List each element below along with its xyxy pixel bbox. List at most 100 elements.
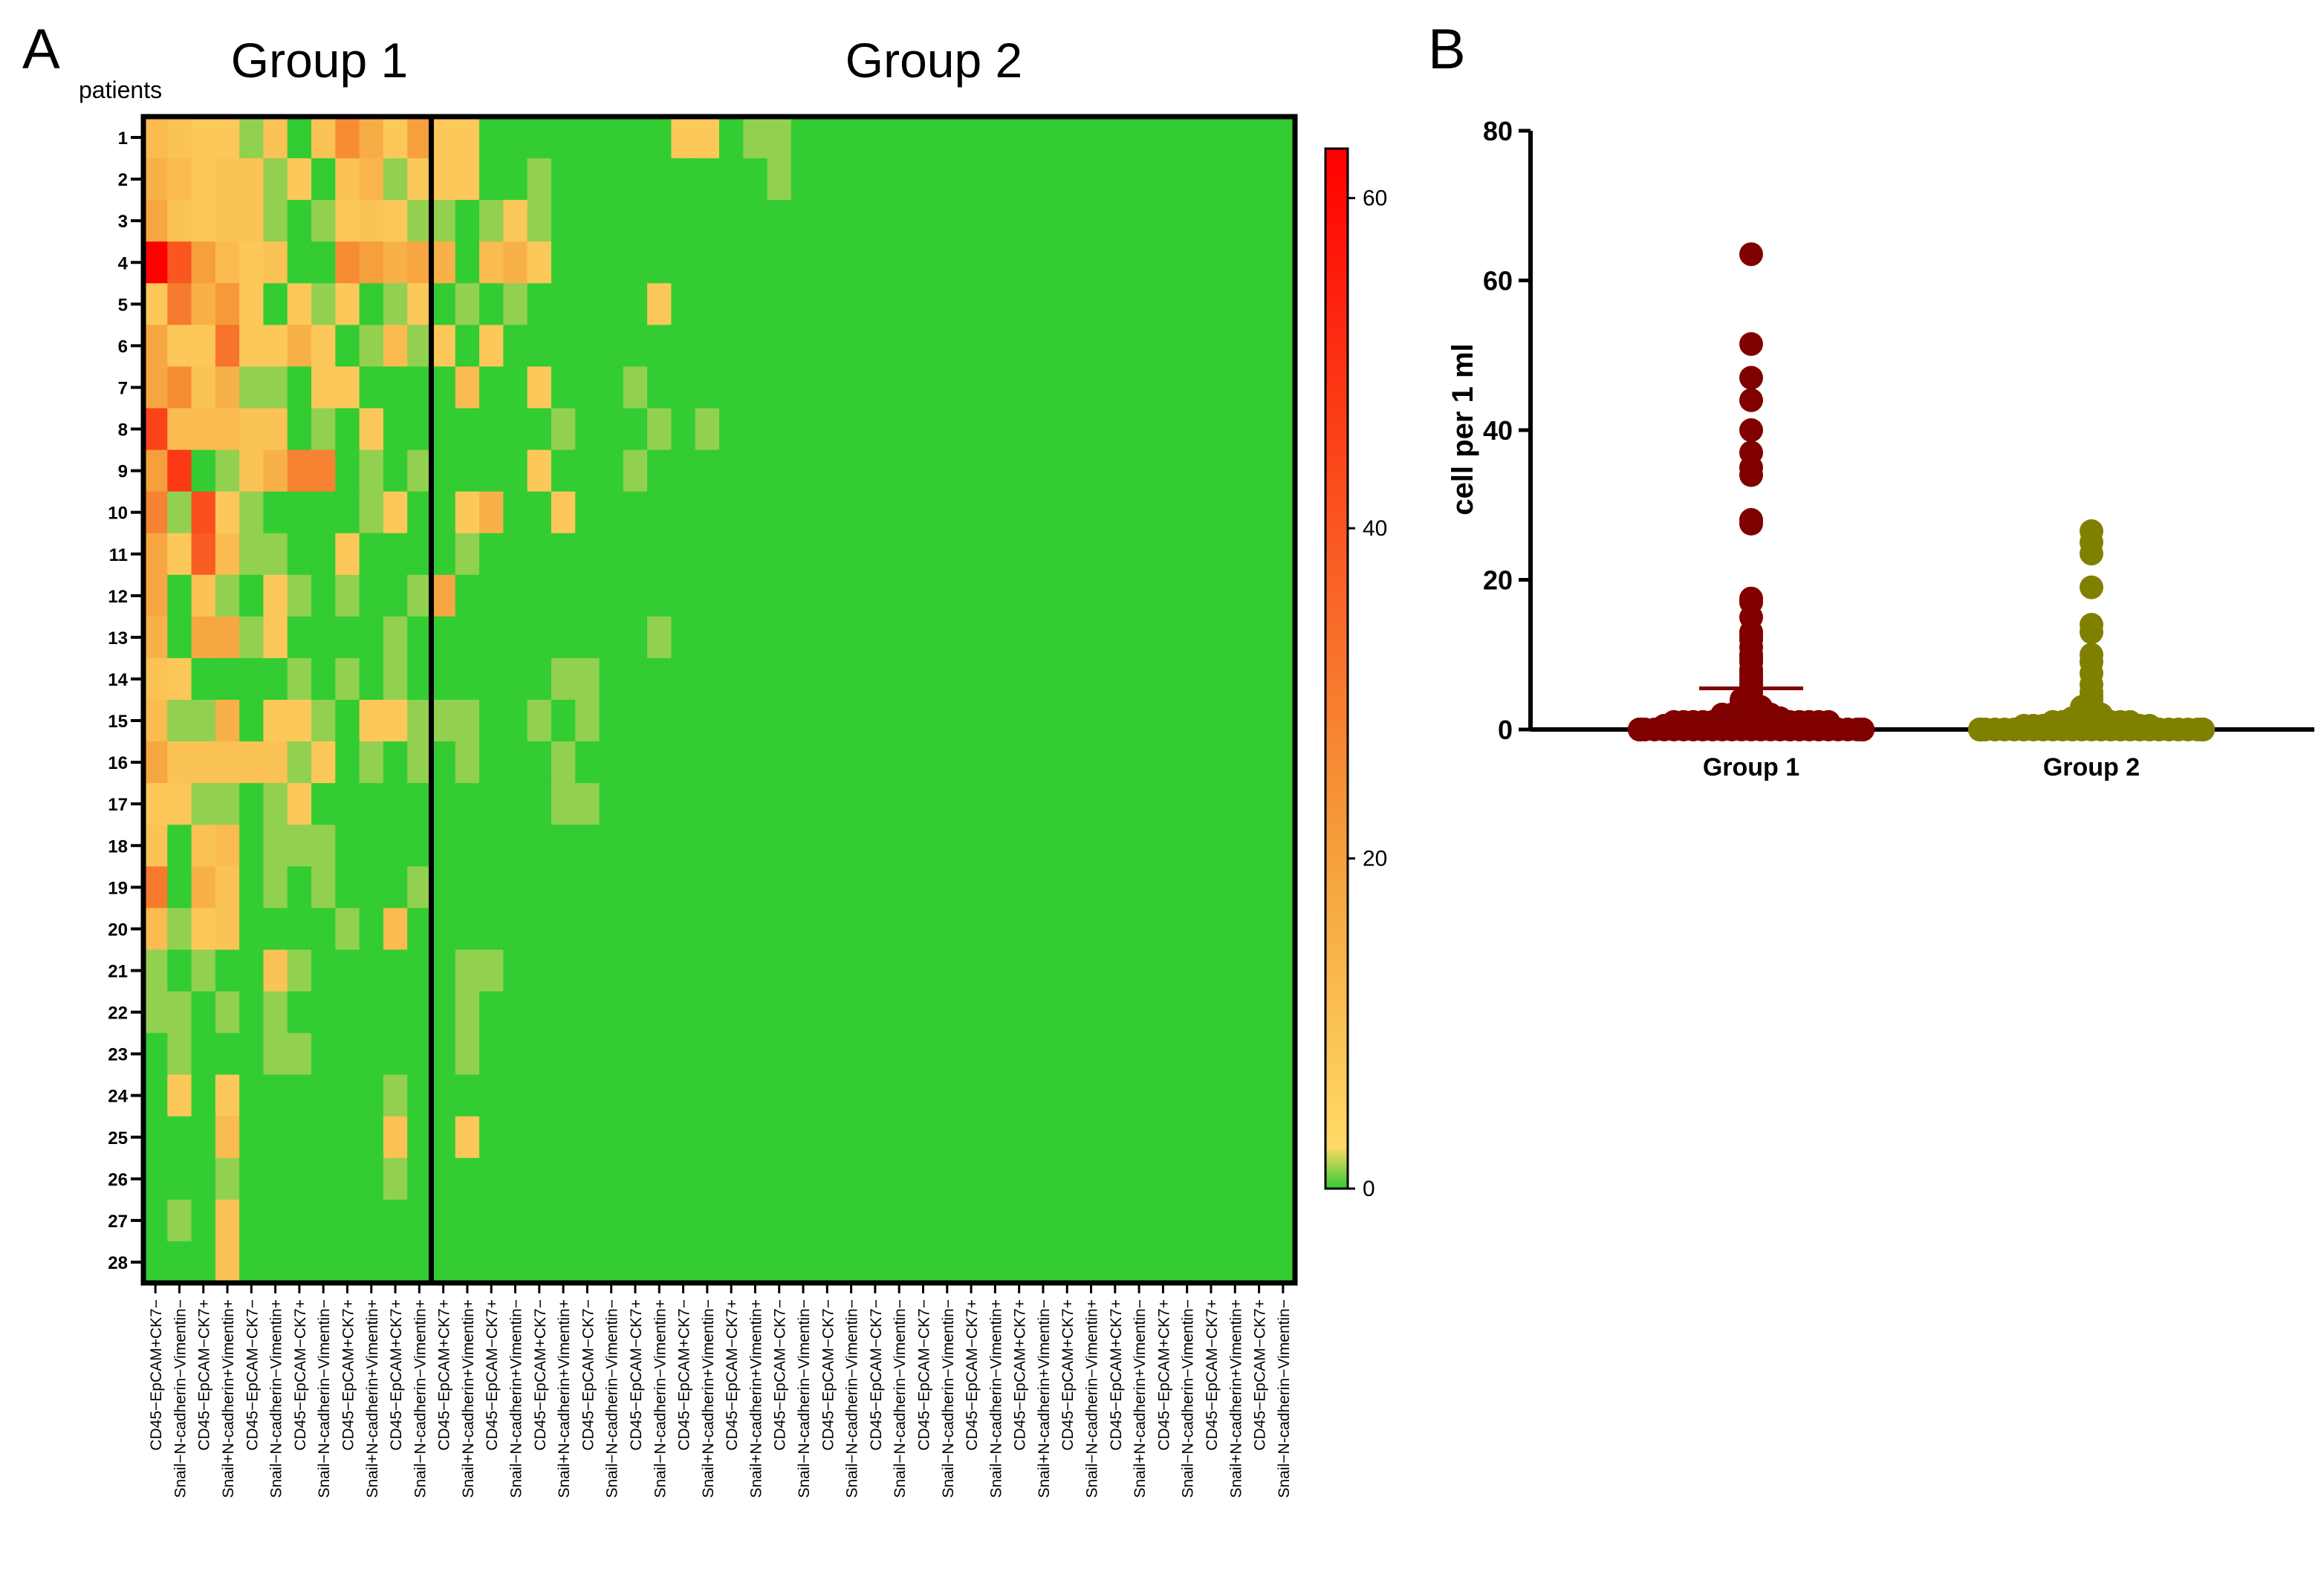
heatmap-cell — [647, 1199, 672, 1242]
heatmap-cell — [599, 616, 624, 659]
heatmap-cell — [839, 1199, 864, 1242]
heatmap-cell — [719, 449, 744, 493]
heatmap-column-labels: CD45−EpCAM+CK7− Snail−N-cadherin−Vimentin… — [148, 1283, 1293, 1498]
heatmap-cell — [671, 241, 696, 284]
heatmap-cell — [1270, 616, 1296, 659]
heatmap-cell — [791, 325, 816, 368]
heatmap-cell — [503, 949, 528, 992]
heatmap-cell — [1247, 117, 1272, 159]
heatmap-cell — [407, 1199, 432, 1242]
heatmap-cell — [1151, 991, 1176, 1034]
heatmap-cell — [551, 408, 576, 451]
heatmap-cell — [383, 866, 408, 909]
scatter-points — [1628, 242, 2215, 741]
heatmap-cell — [911, 657, 936, 701]
heatmap-cell — [791, 366, 816, 409]
heatmap-cell — [503, 491, 528, 534]
heatmap-cell — [911, 408, 936, 451]
heatmap-cell — [1175, 491, 1200, 534]
heatmap-cell — [1126, 117, 1152, 159]
heatmap-cell — [167, 533, 192, 576]
heatmap-cell — [839, 783, 864, 825]
heatmap-cell — [863, 1116, 888, 1159]
heatmap-cell — [647, 949, 672, 992]
data-point — [1739, 332, 1763, 357]
heatmap-cell — [1030, 991, 1056, 1034]
heatmap-cell — [911, 616, 936, 659]
heatmap-cell — [167, 1033, 192, 1076]
row-label: 17 — [108, 795, 128, 815]
heatmap-cell — [695, 408, 720, 451]
heatmap-cell — [935, 325, 960, 368]
heatmap-cell — [863, 241, 888, 284]
heatmap-cell — [815, 657, 840, 701]
row-label: 1 — [118, 129, 128, 149]
heatmap-cell — [1175, 1157, 1200, 1200]
heatmap-cell — [791, 741, 816, 784]
heatmap-cell — [1007, 1157, 1032, 1200]
heatmap-cell — [719, 783, 744, 825]
heatmap-cell — [958, 825, 984, 867]
heatmap-cell — [1247, 616, 1272, 659]
heatmap-cell — [215, 1033, 240, 1076]
heatmap-cell — [1103, 616, 1128, 659]
heatmap-cell — [1198, 741, 1224, 784]
heatmap-cell — [958, 1033, 984, 1076]
heatmap-cell — [1103, 991, 1128, 1034]
heatmap-cell — [671, 1199, 696, 1242]
heatmap-cell — [287, 1157, 312, 1200]
heatmap-cell — [143, 657, 168, 701]
heatmap-cell — [743, 866, 768, 909]
heatmap-cell — [239, 616, 264, 659]
heatmap-cell — [1151, 616, 1176, 659]
heatmap-cell — [983, 200, 1008, 242]
heatmap-cell — [479, 991, 504, 1034]
heatmap-cell — [575, 616, 600, 659]
heatmap-cell — [623, 366, 648, 409]
row-label: 18 — [108, 836, 128, 857]
heatmap-cell — [311, 533, 336, 576]
row-label: 25 — [108, 1128, 128, 1148]
heatmap-cell — [839, 325, 864, 368]
heatmap-cell — [983, 657, 1008, 701]
heatmap-cell — [455, 117, 480, 159]
heatmap-cell — [1126, 1074, 1152, 1117]
heatmap-cell — [407, 616, 432, 659]
heatmap-cell — [623, 866, 648, 909]
heatmap-cell — [1055, 1199, 1080, 1242]
heatmap-cell — [503, 1033, 528, 1076]
heatmap-cell — [479, 1033, 504, 1076]
heatmap-cell — [215, 949, 240, 992]
heatmap-cell — [215, 1241, 240, 1284]
heatmap-cell — [815, 449, 840, 493]
heatmap-cell — [791, 657, 816, 701]
heatmap-cell — [599, 325, 624, 368]
heatmap-cell — [647, 783, 672, 825]
heatmap-cell — [455, 158, 480, 201]
heatmap-cell — [383, 408, 408, 451]
heatmap-cell — [863, 1033, 888, 1076]
heatmap-cell — [167, 1157, 192, 1200]
heatmap-cell — [911, 949, 936, 992]
heatmap-cell — [263, 1199, 288, 1242]
heatmap-cell — [527, 117, 552, 159]
heatmap-cell — [215, 1116, 240, 1159]
heatmap-cell — [863, 574, 888, 617]
heatmap-cell — [887, 657, 912, 701]
heatmap-cell — [431, 1241, 456, 1284]
heatmap-cell — [263, 574, 288, 617]
heatmap-cell — [1030, 825, 1056, 867]
heatmap-cell — [1223, 825, 1248, 867]
heatmap-cell — [599, 866, 624, 909]
heatmap-cell — [215, 741, 240, 784]
heatmap-cell — [671, 533, 696, 576]
heatmap-cell — [767, 825, 792, 867]
heatmap-cell — [191, 283, 216, 325]
heatmap-cell — [1223, 283, 1248, 325]
heatmap-cell — [191, 949, 216, 992]
heatmap-cell — [911, 491, 936, 534]
heatmap-cell — [551, 783, 576, 825]
heatmap-cell — [407, 991, 432, 1034]
heatmap-cell — [767, 908, 792, 951]
heatmap-cell — [167, 449, 192, 493]
